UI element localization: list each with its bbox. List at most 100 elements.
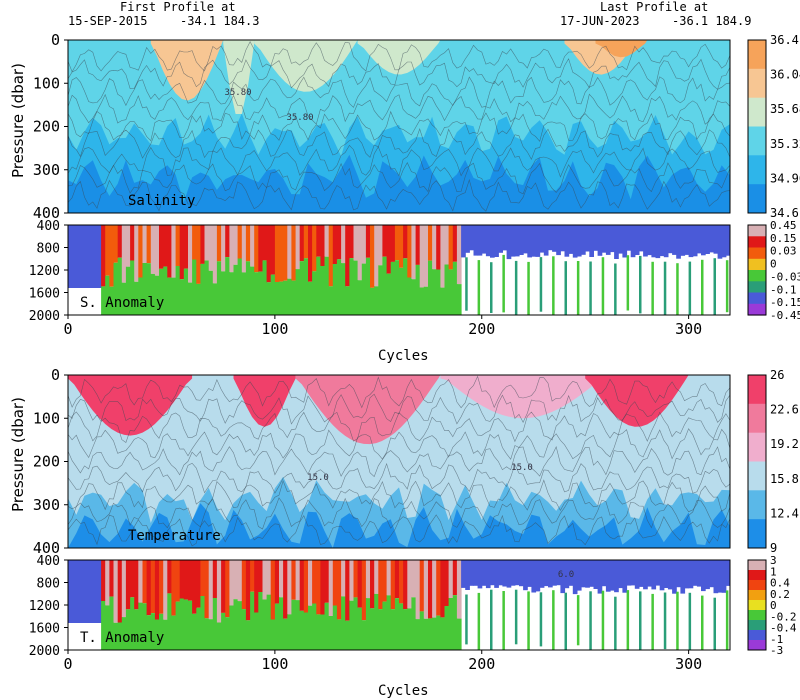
panel-1-column-14: [97, 225, 102, 288]
panel-3-column-278: [643, 560, 648, 590]
panel-3-column-228: [539, 560, 545, 588]
panel-1-column-190: [461, 225, 466, 258]
panel-1-column-292: [672, 225, 677, 255]
panel-2-ytick-label-3: 300: [33, 496, 60, 514]
panel-1-deep-36: [142, 263, 148, 315]
panel-3-profile-bar-198: [477, 592, 481, 650]
panel-1-column-112: [299, 225, 305, 262]
panel-1-ytick-label-2: 1200: [29, 264, 60, 279]
panel-1-profile-bar-264: [614, 263, 617, 315]
panel-1-column-274: [634, 225, 640, 255]
panel-3-column-216: [514, 560, 520, 586]
panel-1-column-268: [622, 225, 628, 258]
panel-1-column-258: [601, 225, 607, 253]
panel-1-deep-68: [208, 270, 214, 315]
panel-1: [64, 224, 767, 316]
panel-1-column-226: [535, 225, 541, 257]
panel-1-deep-152: [382, 256, 388, 315]
panel-3-column-260: [605, 560, 611, 592]
panel-3-deep-172: [423, 618, 429, 650]
panel-3-profile-bar-204: [490, 589, 493, 650]
contour-label-4: 6.0: [558, 570, 574, 580]
panel-3-column-238: [560, 560, 566, 594]
panel-1-colorbar-label-5: -0.1: [770, 283, 797, 296]
panel-1-column-30: [130, 225, 135, 261]
panel-1-colorbar-label-1: 0.15: [770, 232, 797, 245]
panel-3-profile-bar-294: [676, 591, 679, 650]
panel-1-deep-26: [121, 282, 127, 315]
panel-1-colorbar-label-0: 0.45: [770, 219, 797, 232]
panel-1-deep-138: [353, 260, 359, 315]
panel-1-column-192: [465, 225, 470, 253]
panel-1-column-72: [216, 225, 222, 262]
panel-2-surface-feature-0: [68, 375, 193, 436]
panel-1-column-208: [498, 225, 503, 253]
panel-1-column-270: [626, 225, 632, 251]
panel-3-profile-bar-210: [502, 591, 505, 650]
panel-1-column-120: [316, 225, 321, 257]
panel-1-column-256: [597, 225, 603, 256]
panel-3-column-200: [481, 560, 487, 586]
panel-1-column-224: [531, 225, 537, 257]
panel-1-column-304: [696, 225, 702, 254]
panel-0-title: Salinity: [128, 193, 195, 209]
panel-0-ytick-label-2: 200: [33, 118, 60, 136]
panel-3-column-130: [336, 560, 342, 620]
panel-1-column-106: [287, 225, 292, 279]
panel-3-column-208: [498, 560, 503, 586]
panel-1-column-248: [581, 225, 586, 255]
panel-3-column-98: [270, 560, 276, 620]
panel-3-profile-bar-300: [688, 592, 692, 650]
panel-3-column-274: [634, 560, 640, 589]
panel-3-profile-bar-246: [576, 595, 580, 646]
panel-1-deep-106: [287, 278, 292, 315]
panel-1-column-244: [572, 225, 578, 258]
panel-0-colorbar-swatch-5: [748, 184, 766, 214]
panel-1-profile-bar-318: [725, 260, 729, 313]
panel-1-profile-bar-228: [539, 257, 543, 312]
panel-1-deep-98: [270, 274, 276, 315]
panel-1-column-228: [539, 225, 545, 253]
panel-1-column-132: [341, 225, 346, 264]
panel-0-contour-3: [68, 76, 730, 108]
panel-3-column-102: [279, 560, 284, 598]
panel-3-colorbar-swatch-4: [748, 600, 766, 611]
panel-3-column-144: [365, 560, 371, 599]
panel-1-profile-bar-216: [514, 260, 518, 315]
panel-3-column-72: [216, 560, 222, 623]
panel-1-colorbar-swatch-6: [748, 292, 766, 305]
panel-1-column-136: [349, 225, 355, 259]
panel-0-colorbar-swatch-0: [748, 40, 766, 70]
panel-1-column-316: [721, 225, 727, 258]
panel-1-deep-74: [221, 271, 226, 315]
panel-1-colorbar-label-7: -0.45: [770, 309, 800, 322]
panel-3-column-186: [452, 560, 458, 596]
panel-1-colorbar-swatch-1: [748, 236, 766, 249]
panel-1-profile-bar-270: [626, 255, 630, 311]
panel-1-column-74: [221, 225, 226, 272]
panel-3-deep-68: [208, 619, 214, 650]
panel-3-column-10: [88, 560, 94, 623]
panel-3-column-314: [717, 560, 723, 593]
panel-1-column-84: [241, 225, 247, 273]
panel-3-deep-50: [171, 615, 177, 650]
panel-3-deep-168: [415, 619, 421, 650]
panel-1-column-154: [386, 225, 392, 274]
panel-3-deep-94: [262, 599, 268, 650]
panel-0-colorbar-swatch-2: [748, 97, 766, 127]
panel-1-column-66: [204, 225, 210, 261]
panel-0: [64, 39, 767, 214]
panel-3-deep-184: [448, 598, 454, 650]
panel-2-colorbar-swatch-1: [748, 403, 766, 434]
panel-3-column-108: [291, 560, 297, 600]
panel-3-deep-92: [258, 592, 263, 650]
panel-1-column-230: [543, 225, 549, 256]
panel-3-column-272: [630, 560, 636, 586]
panel-3-column-46: [163, 560, 168, 620]
panel-0-colorbar-label-2: 35.68: [770, 102, 800, 116]
panel-3-column-56: [183, 560, 189, 600]
panel-1-column-214: [510, 225, 516, 257]
panel-3-deep-138: [353, 597, 359, 650]
panel-3-deep-182: [444, 606, 450, 650]
